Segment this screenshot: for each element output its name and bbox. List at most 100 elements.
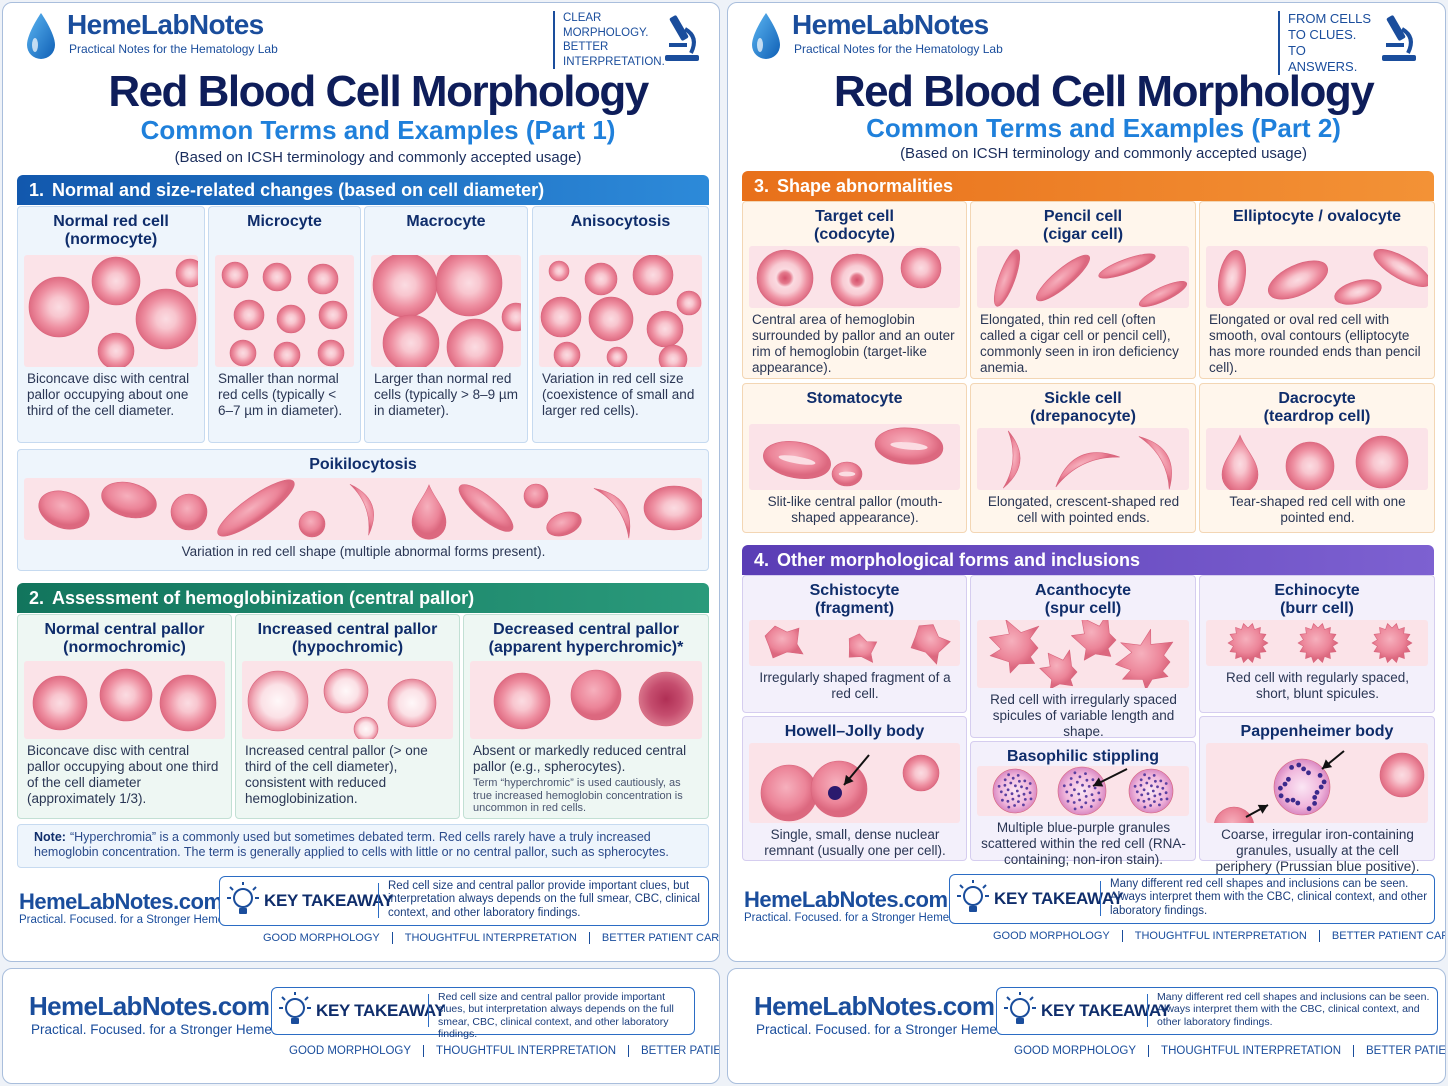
arrow-head — [1257, 804, 1268, 814]
term-description: Irregularly shaped fragment of a red cel… — [759, 670, 951, 701]
term-description-block: Biconcave disc with central pallor occup… — [27, 371, 196, 419]
term-card: Sickle cell (drepanocyte) Elongated, cresc… — [970, 383, 1196, 533]
drop-shine — [757, 38, 763, 52]
term-heading: Dacrocyte (teardrop cell) — [1200, 390, 1434, 426]
term-heading: Acanthocyte (spur cell) — [971, 582, 1195, 618]
cell — [411, 484, 447, 540]
granule — [1142, 799, 1146, 803]
cell — [229, 339, 257, 367]
subtitle: Common Terms and Examples (Part 1) — [140, 115, 616, 145]
term-heading: Schistocyte (fragment) — [743, 582, 966, 618]
bulb-ray — [229, 886, 234, 891]
cell — [540, 296, 582, 338]
cell — [1055, 452, 1120, 488]
term-description-block: Absent or markedly reduced central pallo… — [473, 743, 700, 815]
granule — [1142, 788, 1146, 792]
cell — [435, 255, 503, 317]
granule — [1289, 765, 1294, 770]
term-description-block: Variation in red cell shape (multiple ab… — [27, 544, 700, 560]
key-takeaway-text: Many different red cell shapes and inclu… — [1157, 991, 1430, 1028]
granule — [1089, 805, 1093, 808]
term-name: Target cell — [815, 208, 894, 225]
cell — [247, 670, 309, 732]
cell — [175, 258, 198, 288]
term-card: Normal central pallor (normochromic) Bicon… — [17, 614, 232, 819]
term-heading: Poikilocytosis — [18, 456, 708, 474]
term-card: Decreased central pallor (apparent hyperc… — [463, 614, 709, 819]
granule — [1007, 773, 1010, 777]
cell — [353, 716, 379, 739]
term-card: Pencil cell (cigar cell) Elongated, thin r… — [970, 201, 1196, 379]
section-title: Other morphological forms and inclusions — [777, 550, 1141, 570]
granule — [1007, 805, 1011, 809]
cell — [606, 346, 628, 367]
key-takeaway-label: KEY TAKEAWAY — [1041, 1001, 1171, 1020]
brand: HemeLabNotes — [792, 9, 989, 40]
granule — [1143, 773, 1146, 777]
granule — [1016, 774, 1020, 777]
cell-illustration — [1206, 743, 1428, 823]
term-card: Pappenheimer body Coarse, irregular iron-… — [1199, 716, 1435, 874]
term-description-block: Larger than normal red cells (typically … — [374, 371, 519, 419]
term-heading: Normal red cell (normocyte) — [18, 213, 204, 249]
cell — [317, 339, 345, 367]
cell-illustration — [749, 743, 960, 823]
term-name: Normal red cell — [53, 213, 169, 230]
granule — [1153, 800, 1156, 803]
scope-base — [1382, 55, 1416, 61]
granule — [1006, 799, 1010, 803]
term-description-block: Smaller than normal red cells (typically… — [218, 371, 352, 419]
footer-link: GOOD MORPHOLOGY — [993, 930, 1110, 942]
divider — [1100, 881, 1101, 916]
cell — [643, 485, 702, 531]
scope-stage — [1386, 43, 1404, 47]
term-description: Variation in red cell shape (multiple ab… — [181, 544, 546, 559]
term-description: Elongated, crescent-shaped red cell with… — [987, 494, 1180, 525]
microscope-icon — [665, 15, 699, 61]
cell — [221, 261, 249, 289]
term-name: Sickle cell — [1044, 390, 1122, 407]
granule — [1006, 788, 1010, 792]
cell — [638, 671, 694, 727]
footer-links: GOOD MORPHOLOGY THOUGHTFUL INTERPRETATION… — [289, 1045, 719, 1057]
cell — [848, 633, 878, 663]
granule — [1139, 783, 1143, 787]
granule — [1133, 784, 1137, 788]
cell — [1218, 250, 1246, 306]
bulb-ray — [982, 884, 987, 889]
cell — [760, 764, 818, 822]
bulb — [1010, 998, 1030, 1018]
banner-panel: HemeLabNotes.com Practical. Focused. for … — [2, 968, 720, 1084]
cell-illustration — [977, 620, 1189, 688]
granule — [1312, 795, 1318, 800]
term-name: Dacrocyte — [1278, 390, 1356, 407]
granule — [1097, 791, 1101, 795]
divider — [1147, 994, 1148, 1027]
term-card: Increased central pallor (hypochromic) Inc… — [235, 614, 460, 819]
section-header: 3. Shape abnormalities — [742, 171, 1434, 201]
cell — [1138, 436, 1172, 490]
term-description-block: Elongated or oval red cell with smooth, … — [1209, 312, 1426, 376]
granule — [1001, 798, 1004, 802]
cell-illustration — [371, 255, 521, 367]
cell — [273, 341, 301, 367]
term-name: Decreased central pallor — [493, 621, 679, 638]
granule — [1075, 780, 1079, 784]
cell — [676, 290, 702, 316]
granule — [1285, 797, 1290, 803]
term-card: Dacrocyte (teardrop cell) Tear-shaped red … — [1199, 383, 1435, 533]
granule — [1158, 792, 1162, 796]
key-takeaway-box: KEY TAKEAWAY Red cell size and central pa… — [271, 987, 695, 1040]
granule — [1070, 794, 1073, 797]
granule — [1150, 784, 1153, 788]
cell — [262, 262, 292, 292]
term-description: Increased central pallor (> one third of… — [245, 743, 428, 806]
cell — [28, 276, 90, 338]
note-text: “Hyperchromia” is a commonly used but so… — [34, 830, 669, 859]
scope-tube — [1386, 15, 1406, 41]
section-number: 3. — [754, 176, 770, 196]
cell — [1371, 623, 1413, 663]
granule — [1062, 784, 1066, 788]
cell — [548, 260, 570, 282]
cell-illustration — [749, 246, 960, 308]
